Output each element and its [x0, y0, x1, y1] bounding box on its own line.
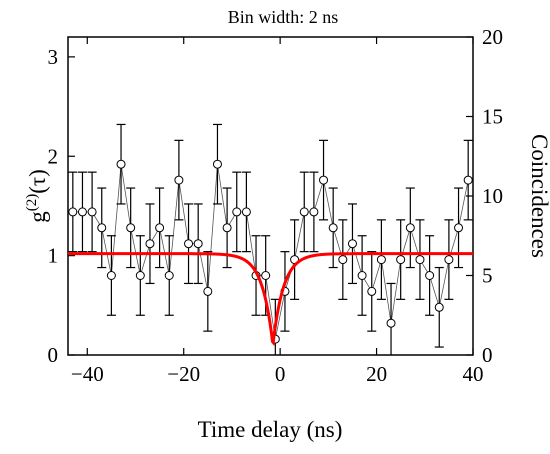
data-point	[155, 223, 165, 233]
x-tick-label: 40	[463, 362, 484, 386]
data-point	[425, 271, 435, 280]
data-point	[135, 271, 145, 280]
y-axis-label-left: g(2)(τ)	[24, 169, 50, 223]
data-point	[454, 223, 464, 233]
data-point	[193, 239, 203, 249]
data-point	[338, 255, 348, 265]
data-point	[396, 255, 406, 265]
fit-layer	[68, 252, 473, 346]
data-point	[203, 286, 213, 296]
data-point	[367, 286, 377, 296]
y-axis-label-right: Coincidences	[527, 134, 550, 258]
y-axis-label-tail: (τ)	[25, 169, 50, 194]
data-point	[145, 239, 155, 249]
data-point	[415, 255, 425, 265]
y-right-tick-label: 10	[482, 184, 503, 208]
data-point	[261, 271, 271, 280]
y-right-tick-label: 5	[482, 264, 493, 288]
data-point	[68, 207, 78, 217]
y-axis-label-main: g	[25, 211, 50, 223]
x-tick-label: −20	[167, 362, 200, 386]
x-axis-label: Time delay (ns)	[198, 417, 343, 442]
data-point	[347, 239, 357, 249]
data-line	[72, 164, 469, 340]
data-point	[164, 271, 174, 280]
data-point	[463, 175, 473, 185]
data-point	[434, 302, 444, 312]
data-point	[319, 175, 329, 185]
data-point	[309, 207, 319, 217]
data-point	[299, 207, 309, 217]
data-point	[222, 223, 232, 233]
x-tick-label: −40	[71, 362, 104, 386]
data-point	[116, 159, 126, 169]
y-tick-label: 1	[48, 244, 59, 268]
x-tick-label: 20	[366, 362, 387, 386]
data-point	[357, 271, 367, 280]
data-point	[405, 223, 415, 233]
chart-title: Bin width: 2 ns	[228, 7, 339, 27]
data-point	[106, 271, 116, 280]
data-point	[376, 255, 386, 265]
y-tick-label: 0	[48, 343, 59, 367]
data-point	[77, 207, 87, 217]
data-point	[97, 223, 107, 233]
data-point	[87, 207, 97, 217]
data-point	[212, 159, 222, 169]
data-point	[232, 207, 242, 217]
data-point	[241, 207, 251, 217]
y-right-tick-label: 15	[482, 105, 503, 129]
y-axis-label-superscript: (2)	[24, 194, 40, 212]
data-point	[386, 318, 396, 328]
y-tick-label: 3	[48, 45, 59, 69]
data-point	[184, 239, 194, 249]
y-right-tick-label: 0	[482, 343, 493, 367]
y-right-tick-label: 20	[482, 25, 503, 49]
fit-curve	[68, 252, 473, 346]
data-point	[174, 175, 184, 185]
data-point	[328, 223, 338, 233]
x-tick-label: 0	[275, 362, 286, 386]
y-tick-label: 2	[48, 144, 59, 168]
data-point	[126, 223, 136, 233]
data-point	[444, 255, 454, 265]
